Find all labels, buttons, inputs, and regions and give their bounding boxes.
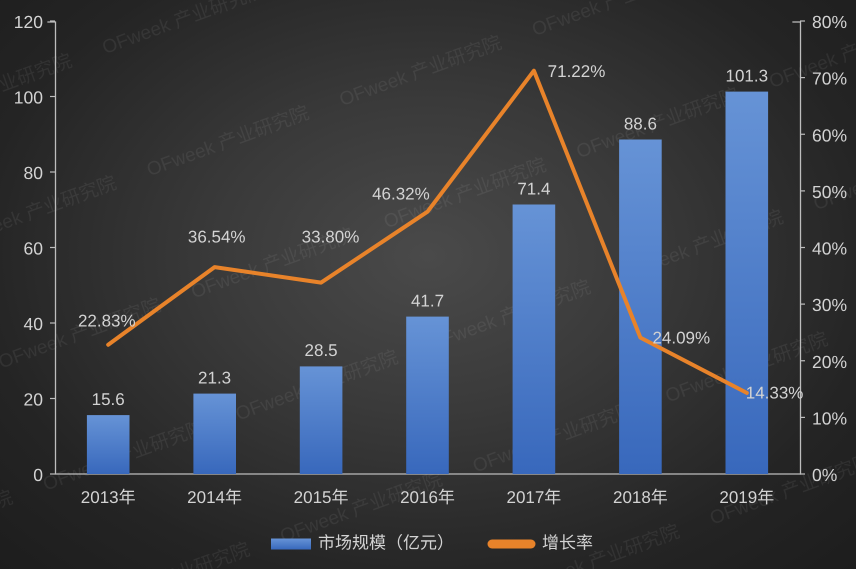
svg-text:2017年: 2017年 <box>506 488 561 507</box>
svg-text:40%: 40% <box>812 239 847 259</box>
svg-text:2019年: 2019年 <box>719 488 774 507</box>
svg-text:41.7: 41.7 <box>411 292 444 311</box>
svg-text:100: 100 <box>14 88 43 108</box>
svg-text:市场规模（亿元）: 市场规模（亿元） <box>318 534 454 553</box>
svg-text:80: 80 <box>24 163 44 183</box>
svg-text:70%: 70% <box>812 69 847 89</box>
svg-text:33.80%: 33.80% <box>302 227 360 246</box>
svg-text:2014年: 2014年 <box>187 488 242 507</box>
svg-text:71.4: 71.4 <box>517 180 550 199</box>
svg-text:40: 40 <box>24 314 44 334</box>
svg-text:21.3: 21.3 <box>198 369 231 388</box>
svg-text:2015年: 2015年 <box>294 488 349 507</box>
svg-text:0: 0 <box>33 465 43 485</box>
svg-text:0%: 0% <box>812 465 837 485</box>
svg-text:101.3: 101.3 <box>726 67 769 86</box>
svg-text:50%: 50% <box>812 182 847 202</box>
svg-text:71.22%: 71.22% <box>548 62 606 81</box>
svg-text:20%: 20% <box>812 352 847 372</box>
svg-text:30%: 30% <box>812 295 847 315</box>
svg-text:15.6: 15.6 <box>92 390 125 409</box>
svg-text:36.54%: 36.54% <box>188 228 246 247</box>
svg-text:22.83%: 22.83% <box>78 312 136 331</box>
svg-text:2013年: 2013年 <box>81 488 136 507</box>
svg-text:88.6: 88.6 <box>624 115 657 134</box>
svg-text:增长率: 增长率 <box>542 534 593 553</box>
svg-text:60%: 60% <box>812 125 847 145</box>
svg-text:60: 60 <box>24 239 44 259</box>
svg-text:120: 120 <box>14 12 43 32</box>
svg-text:14.33%: 14.33% <box>746 384 804 403</box>
svg-text:2016年: 2016年 <box>400 488 455 507</box>
svg-text:28.5: 28.5 <box>305 341 338 360</box>
svg-text:2018年: 2018年 <box>613 488 668 507</box>
svg-text:10%: 10% <box>812 408 847 428</box>
svg-text:24.09%: 24.09% <box>652 328 710 347</box>
svg-text:46.32%: 46.32% <box>372 185 430 204</box>
svg-text:20: 20 <box>24 390 44 410</box>
svg-text:80%: 80% <box>812 12 847 32</box>
